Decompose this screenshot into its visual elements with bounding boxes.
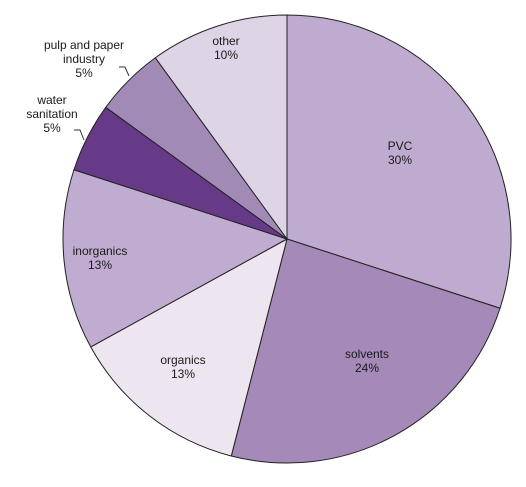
pie-slices: [62, 14, 512, 464]
slice-percent: 5%: [75, 66, 93, 80]
slice-name: sanitation: [26, 107, 77, 121]
slice-name: industry: [63, 52, 105, 66]
slice-label-solvents: solvents 24%: [345, 347, 389, 375]
slice-name: other: [212, 34, 239, 48]
slice-name: pulp and paper: [44, 38, 124, 52]
slice-percent: 5%: [43, 121, 61, 135]
slice-label-inorganics: inorganics 13%: [73, 244, 128, 272]
slice-percent: 13%: [88, 258, 112, 272]
slice-label-organics: organics 13%: [160, 353, 205, 381]
slice-percent: 13%: [171, 367, 195, 381]
leader-line: [119, 66, 130, 77]
slice-name: inorganics: [73, 244, 128, 258]
pie-slice-other: [154, 14, 288, 241]
slice-label-water-sanitation: water sanitation 5%: [26, 93, 77, 135]
pie-slice-inorganics: [62, 169, 289, 348]
slice-label-other: other 10%: [212, 34, 239, 62]
slice-name: water: [36, 93, 66, 107]
leader-line: [74, 129, 85, 141]
pie-slice-PVC: [286, 14, 512, 309]
slice-labels: PVC 30%solvents 24%organics 13%inorganics 13…: [26, 34, 412, 381]
slice-label-PVC: PVC 30%: [388, 139, 413, 167]
leader-lines: [74, 66, 130, 141]
pie-slice-organics: [90, 238, 288, 457]
slice-percent: 30%: [388, 153, 412, 167]
slice-name: solvents: [345, 347, 389, 361]
slice-percent: 10%: [214, 48, 238, 62]
slice-name: PVC: [388, 139, 413, 153]
slice-label-pulp-and-paper-industry: pulp and paper industry 5%: [44, 38, 124, 80]
pie-slice-solvents: [230, 238, 501, 464]
slice-percent: 24%: [355, 361, 379, 375]
slice-name: organics: [160, 353, 205, 367]
